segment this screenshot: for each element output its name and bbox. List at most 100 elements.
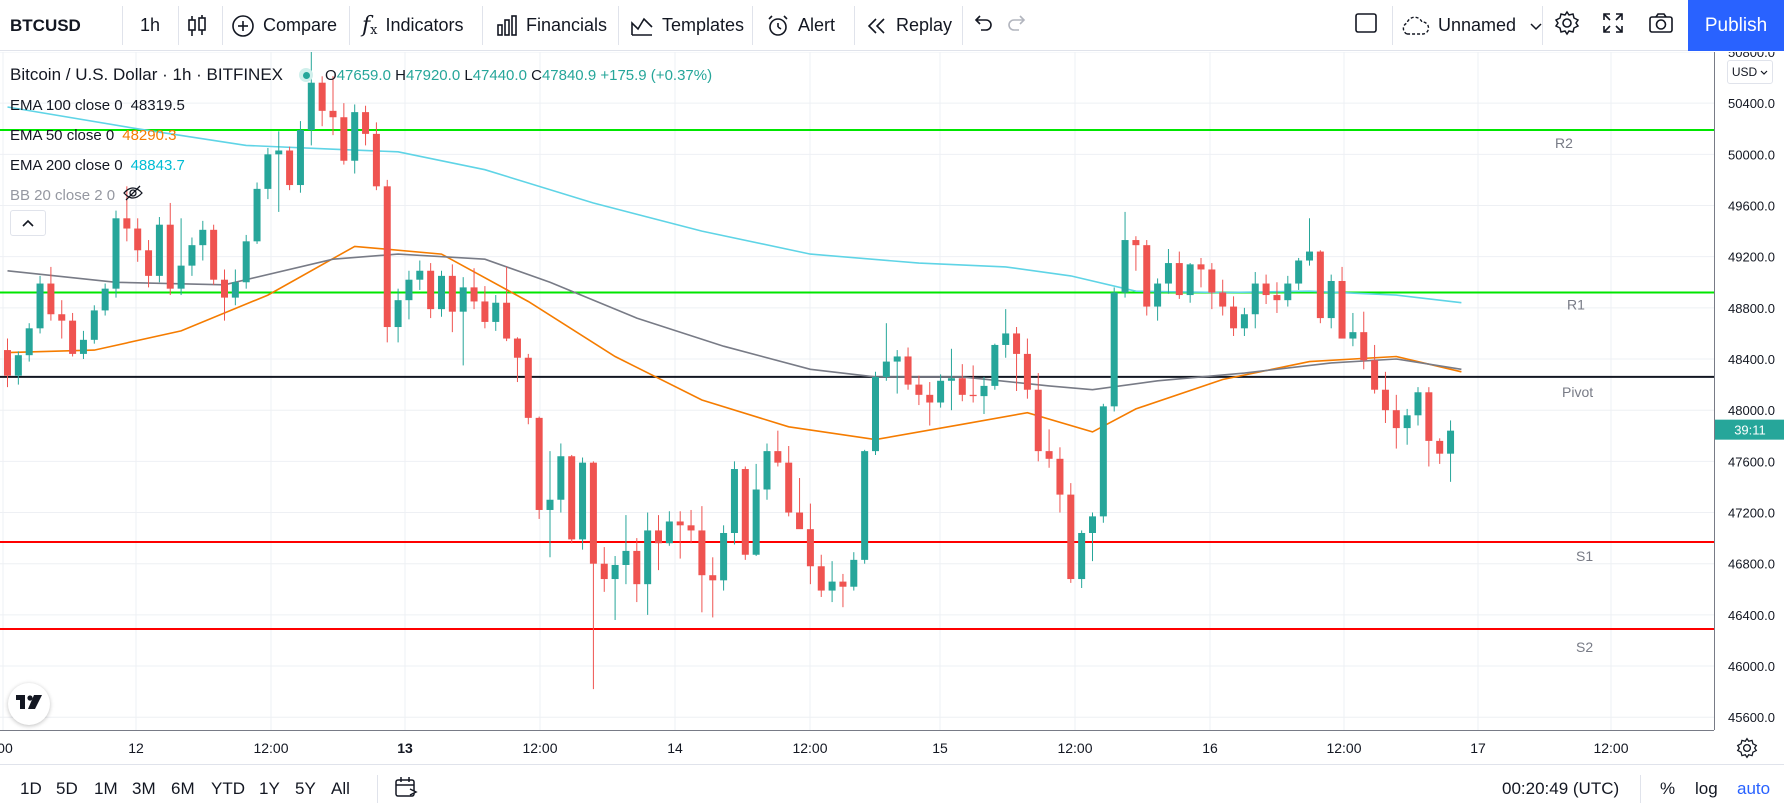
currency-button[interactable]: USD bbox=[1727, 60, 1773, 84]
layout-menu-button[interactable]: Unnamed bbox=[1400, 0, 1542, 51]
add-circle-icon bbox=[231, 14, 255, 38]
candle-body bbox=[850, 559, 858, 587]
main-series-legend[interactable]: Bitcoin / U.S. Dollar · 1h · BITFINEX O4… bbox=[10, 60, 712, 90]
undo-button[interactable] bbox=[972, 0, 994, 51]
chart-style-button[interactable] bbox=[186, 0, 214, 51]
candle-body bbox=[676, 521, 684, 526]
time-tick-label: 12:00 bbox=[253, 740, 288, 756]
market-open-indicator bbox=[299, 68, 314, 82]
indicator-legend-bb[interactable]: BB 20 close 2 0 bbox=[10, 180, 712, 210]
indicator-legend-ema100[interactable]: EMA 100 close 0 48319.5 bbox=[10, 90, 712, 120]
symbol-search-button[interactable]: BTCUSD bbox=[10, 0, 81, 51]
financials-button[interactable]: Financials bbox=[496, 0, 607, 51]
time-tick-label: 12:00 bbox=[1593, 740, 1628, 756]
price-scale[interactable]: 50800.0 50400.0 50000.0 49600.0 49200.0 48800… bbox=[1715, 45, 1784, 730]
replay-label: Replay bbox=[896, 15, 953, 35]
low-value: 47440.0 bbox=[472, 66, 527, 84]
candle-body bbox=[275, 150, 283, 155]
symbol-title: Bitcoin / U.S. Dollar · 1h · BITFINEX bbox=[10, 65, 284, 84]
candle-body bbox=[1034, 389, 1042, 452]
range-5y-button[interactable]: 5Y bbox=[295, 765, 316, 812]
publish-button[interactable]: Publish bbox=[1688, 0, 1784, 51]
range-all-button[interactable]: All bbox=[331, 765, 350, 812]
snapshot-button[interactable] bbox=[1648, 0, 1674, 51]
candle-body bbox=[340, 117, 348, 161]
candle-body bbox=[14, 355, 22, 376]
candle-body bbox=[958, 378, 966, 395]
time-scale[interactable]: :00 12 12:00 13 12:00 14 12:00 15 12:00 16 12:00 17… bbox=[0, 731, 1714, 765]
range-label: All bbox=[331, 779, 350, 798]
candle-body bbox=[383, 186, 391, 328]
alert-button[interactable]: Alert bbox=[766, 0, 835, 51]
indicator-value: 48290.3 bbox=[122, 126, 177, 144]
price-tick-label: 50800.0 bbox=[1728, 52, 1775, 60]
range-1m-button[interactable]: 1M bbox=[94, 765, 118, 812]
range-1d-button[interactable]: 1D bbox=[20, 765, 42, 812]
candle-body bbox=[1056, 458, 1064, 495]
range-1y-button[interactable]: 1Y bbox=[259, 765, 280, 812]
time-tick-label: 16 bbox=[1202, 740, 1218, 756]
fullscreen-button[interactable] bbox=[1602, 0, 1624, 51]
time-tick-label: 12:00 bbox=[1326, 740, 1361, 756]
compare-button[interactable]: Compare bbox=[231, 0, 337, 51]
price-tick-label: 48000.0 bbox=[1728, 403, 1775, 418]
fullscreen-mode-button[interactable] bbox=[1354, 0, 1378, 51]
go-to-date-button[interactable] bbox=[394, 765, 418, 812]
candle-body bbox=[991, 344, 999, 386]
indicator-legend-ema200[interactable]: EMA 200 close 0 48843.7 bbox=[10, 150, 712, 180]
time-tick-label: 15 bbox=[932, 740, 948, 756]
candle-body bbox=[622, 550, 630, 565]
candle-body bbox=[1089, 516, 1096, 533]
toolbar-divider bbox=[178, 6, 179, 45]
candle-body bbox=[394, 300, 402, 328]
toolbar-divider bbox=[122, 6, 123, 45]
range-5d-button[interactable]: 5D bbox=[56, 765, 78, 812]
time-tick-label: :00 bbox=[0, 740, 13, 756]
candle-body bbox=[1186, 264, 1194, 296]
range-ytd-button[interactable]: YTD bbox=[211, 765, 245, 812]
candle-body bbox=[785, 462, 793, 513]
toolbar-divider bbox=[222, 6, 223, 45]
chart-pane[interactable]: R2 R1 Pivot S1 S2 bbox=[0, 52, 1714, 730]
redo-button[interactable] bbox=[1006, 0, 1028, 51]
candle-body bbox=[253, 188, 261, 242]
timezone-button[interactable]: 00:20:49 (UTC) bbox=[1502, 765, 1619, 812]
candle-body bbox=[1175, 263, 1183, 296]
candle-body bbox=[828, 581, 836, 591]
candle-body bbox=[1230, 306, 1238, 329]
candle-body bbox=[448, 275, 456, 312]
pivot-level-label: R1 bbox=[1567, 296, 1585, 312]
time-tick-label: 12:00 bbox=[792, 740, 827, 756]
pivot-level-label: Pivot bbox=[1562, 384, 1593, 400]
templates-button[interactable]: Templates bbox=[630, 0, 744, 51]
toolbar-divider bbox=[349, 6, 350, 45]
candle-body bbox=[752, 489, 760, 555]
candle-body bbox=[1447, 430, 1455, 454]
settings-button[interactable] bbox=[1554, 0, 1580, 51]
axis-settings-button[interactable] bbox=[1736, 737, 1758, 764]
replay-button[interactable]: Replay bbox=[866, 0, 952, 51]
range-label: 1M bbox=[94, 779, 118, 798]
range-6m-button[interactable]: 6M bbox=[171, 765, 195, 812]
time-axis[interactable]: :00 12 12:00 13 12:00 14 12:00 15 12:00 16 12:00 17… bbox=[0, 730, 1714, 764]
tradingview-logo[interactable] bbox=[8, 683, 50, 725]
percent-scale-button[interactable]: % bbox=[1660, 765, 1675, 812]
last-price-marker bbox=[1715, 419, 1784, 440]
collapse-legend-button[interactable] bbox=[10, 210, 46, 236]
bottom-toolbar: 1D 5D 1M 3M 6M YTD 1Y 5Y All 00:20:49 (U… bbox=[0, 764, 1784, 812]
chevron-down-icon bbox=[1760, 65, 1768, 79]
ema-line bbox=[7, 106, 1462, 304]
log-scale-button[interactable]: log bbox=[1695, 765, 1718, 812]
candlestick-chart[interactable]: R2 R1 Pivot S1 S2 bbox=[0, 52, 1714, 730]
candle-body bbox=[665, 521, 673, 544]
interval-button[interactable]: 1h bbox=[140, 0, 160, 51]
range-3m-button[interactable]: 3M bbox=[132, 765, 156, 812]
price-axis[interactable]: 50800.0 50400.0 50000.0 49600.0 49200.0 48800… bbox=[1714, 45, 1784, 730]
candle-body bbox=[362, 112, 370, 134]
eye-hidden-icon[interactable] bbox=[123, 185, 143, 206]
auto-scale-button[interactable]: auto bbox=[1737, 765, 1770, 812]
compare-label: Compare bbox=[263, 15, 338, 35]
indicator-legend-ema50[interactable]: EMA 50 close 0 48290.3 bbox=[10, 120, 712, 150]
